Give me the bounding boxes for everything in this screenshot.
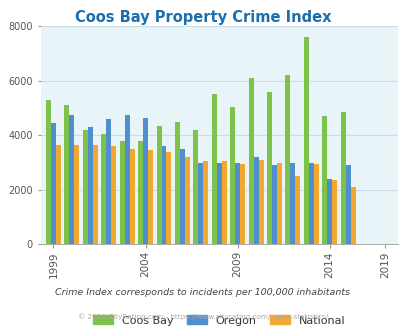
Bar: [326, 180, 331, 244]
Bar: [331, 180, 337, 244]
Bar: [253, 157, 258, 244]
Bar: [345, 165, 350, 244]
Bar: [216, 162, 221, 244]
Bar: [74, 145, 79, 244]
Bar: [239, 164, 245, 244]
Bar: [350, 187, 355, 244]
Bar: [234, 162, 239, 244]
Bar: [138, 141, 143, 244]
Bar: [193, 130, 198, 244]
Bar: [285, 75, 290, 244]
Bar: [179, 149, 184, 244]
Bar: [69, 115, 74, 244]
Legend: Coos Bay, Oregon, National: Coos Bay, Oregon, National: [88, 311, 349, 330]
Bar: [221, 161, 226, 244]
Bar: [64, 105, 69, 244]
Bar: [51, 123, 56, 244]
Bar: [46, 100, 51, 244]
Bar: [93, 145, 98, 244]
Bar: [303, 37, 308, 244]
Bar: [129, 149, 134, 244]
Bar: [203, 161, 208, 244]
Text: Crime Index corresponds to incidents per 100,000 inhabitants: Crime Index corresponds to incidents per…: [55, 287, 350, 297]
Bar: [56, 145, 61, 244]
Bar: [87, 127, 93, 244]
Bar: [198, 162, 203, 244]
Text: © 2025 CityRating.com - https://www.cityrating.com/crime-statistics/: © 2025 CityRating.com - https://www.city…: [78, 314, 327, 320]
Bar: [124, 115, 129, 244]
Bar: [83, 130, 87, 244]
Bar: [248, 78, 253, 244]
Bar: [111, 146, 116, 244]
Bar: [276, 162, 281, 244]
Bar: [308, 162, 313, 244]
Bar: [166, 152, 171, 244]
Bar: [340, 112, 345, 244]
Bar: [295, 176, 300, 244]
Bar: [106, 119, 111, 244]
Bar: [271, 165, 276, 244]
Bar: [266, 92, 271, 244]
Bar: [290, 162, 295, 244]
Bar: [148, 150, 153, 244]
Bar: [211, 94, 216, 244]
Bar: [143, 117, 148, 244]
Bar: [175, 122, 179, 244]
Bar: [119, 141, 124, 244]
Bar: [313, 164, 318, 244]
Bar: [230, 107, 234, 244]
Bar: [161, 146, 166, 244]
Bar: [184, 157, 190, 244]
Bar: [322, 116, 326, 244]
Text: Coos Bay Property Crime Index: Coos Bay Property Crime Index: [75, 10, 330, 25]
Bar: [101, 134, 106, 244]
Bar: [258, 160, 263, 244]
Bar: [156, 126, 161, 244]
